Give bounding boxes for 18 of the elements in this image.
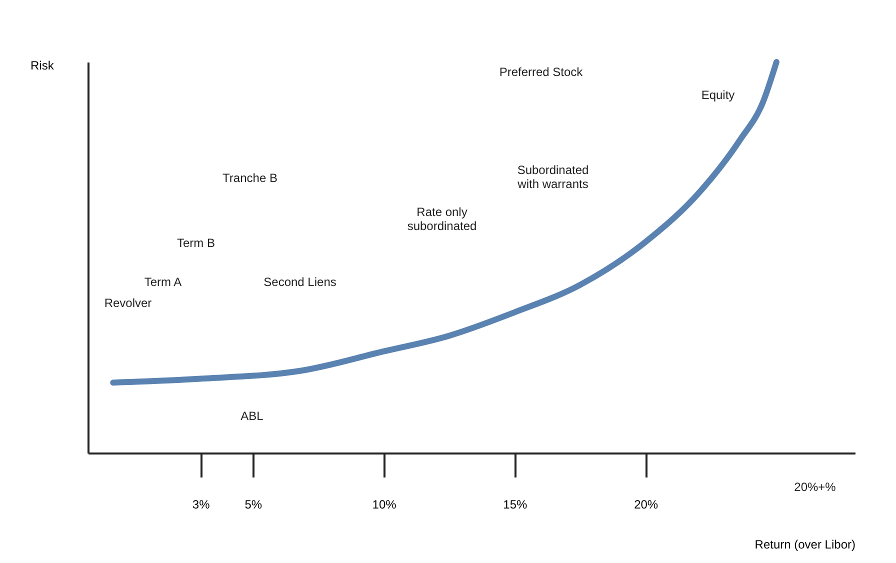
annotation: Term B [176,236,216,250]
x-tick-label: 10% [372,498,397,512]
annotation: Rate only subordinated [407,205,477,233]
annotation: Subordinated with warrants [516,163,589,191]
annotation: ABL [240,409,264,423]
x-tick-label: 3% [192,498,210,512]
annotation: Second Liens [264,275,336,289]
x-tick-label: 20% [634,498,658,512]
annotation: Preferred Stock [499,65,584,79]
y-axis-title: Risk [30,58,55,72]
x-tick-label: 5% [244,498,262,512]
x-tick-label: 15% [503,498,528,512]
annotation: Revolver [104,296,152,310]
annotation: Tranche B [222,171,278,185]
x-axis-title: Return (over Libor) [754,538,856,552]
annotation: Equity [701,88,735,102]
annotation: Term A [144,275,182,289]
text: 20%+% [794,480,836,494]
